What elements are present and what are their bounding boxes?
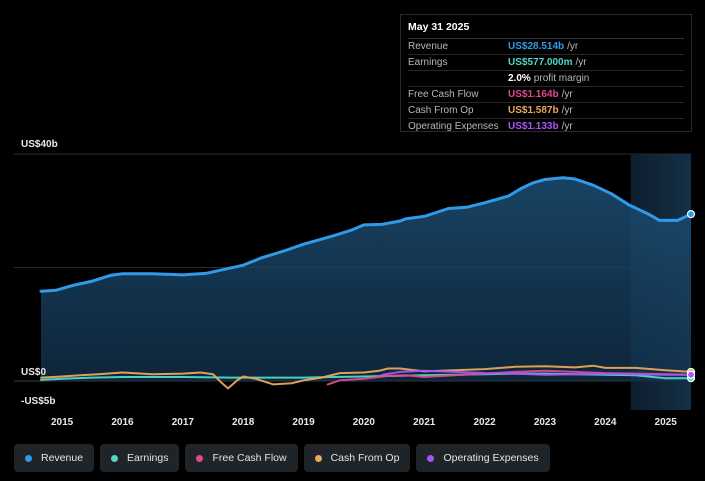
y-tick-label: US$0 — [21, 367, 46, 378]
legend-item-operating-expenses[interactable]: Operating Expenses — [416, 444, 550, 472]
x-tick-label: 2021 — [413, 417, 436, 428]
tooltip-row-unit: /yr — [567, 41, 579, 52]
legend-item-earnings[interactable]: Earnings — [100, 444, 180, 472]
y-axis-ticks: US$40b US$0 -US$5b — [21, 139, 58, 407]
tooltip-row-label: Revenue — [408, 41, 449, 52]
series-endpoint-revenue — [686, 210, 696, 219]
legend-swatch — [196, 454, 204, 462]
legend-label: Cash From Op — [330, 452, 400, 464]
x-tick-label: 2017 — [172, 417, 195, 428]
tooltip-row-value: US$1.164b — [508, 89, 559, 100]
tooltip-row-label: Operating Expenses — [408, 121, 499, 132]
y-tick-label: -US$5b — [21, 396, 55, 407]
legend-swatch — [314, 454, 322, 462]
tooltip-row-unit: profit margin — [533, 73, 590, 84]
tooltip-row: 2.0% profit margin — [408, 70, 684, 86]
tooltip-row-value: US$1.133b — [508, 121, 559, 132]
tooltip-row: Cash From Op US$1.587b/yr — [408, 102, 684, 118]
tooltip-row: Operating Expenses US$1.133b/yr — [408, 118, 684, 134]
tooltip-rows: Revenue US$28.514b/yr Earnings US$577.000m /… — [408, 38, 684, 134]
series-line-cash-from-op — [40, 364, 692, 390]
tooltip-row-label: Free Cash Flow — [408, 89, 479, 100]
series-area-revenue — [41, 177, 691, 381]
legend-item-cash-from-op[interactable]: Cash From Op — [303, 444, 411, 472]
x-axis-ticks: 2015 2016 2017 2018 2019 2020 2021 2022 2023 2024… — [51, 417, 677, 428]
tooltip-row-unit: /yr — [561, 89, 573, 100]
legend-swatch — [111, 454, 119, 462]
line-layer — [39, 176, 696, 390]
x-tick-label: 2022 — [473, 417, 496, 428]
legend-label: Free Cash Flow — [212, 452, 287, 464]
x-tick-label: 2015 — [51, 417, 74, 428]
legend-label: Operating Expenses — [443, 452, 539, 464]
tooltip-row-value: US$28.514b — [508, 41, 565, 52]
tooltip-row-value: 2.0% — [508, 73, 531, 84]
tooltip-row: Revenue US$28.514b/yr — [408, 38, 684, 54]
series-line-revenue — [39, 176, 693, 293]
legend-swatch — [25, 454, 32, 462]
legend-item-revenue[interactable]: Revenue — [14, 444, 95, 472]
tooltip-row-unit: /yr — [575, 57, 587, 68]
tooltip-row-label: Earnings — [408, 57, 448, 68]
legend-item-free-cash-flow[interactable]: Free Cash Flow — [185, 444, 298, 472]
x-tick-label: 2023 — [534, 417, 557, 428]
legend-swatch — [427, 454, 435, 462]
x-tick-label: 2018 — [232, 417, 255, 428]
hover-tooltip: May 31 2025 Revenue US$28.514b/yr Earnings… — [400, 14, 692, 132]
x-tick-label: 2016 — [111, 417, 134, 428]
legend-label: Earnings — [127, 452, 169, 464]
tooltip-row-value: US$1.587b — [508, 105, 559, 116]
chart-legend: Revenue Earnings Free Cash Flow Cash From O… — [14, 444, 550, 472]
x-tick-label: 2020 — [353, 417, 376, 428]
tooltip-row-label: Cash From Op — [408, 105, 474, 116]
series-endpoint-operating-expenses — [686, 370, 696, 379]
x-tick-label: 2024 — [594, 417, 617, 428]
tooltip-row: Earnings US$577.000m/yr — [408, 54, 684, 70]
tooltip-row: Free Cash Flow US$1.164b/yr — [408, 86, 684, 102]
tooltip-date: May 31 2025 — [408, 21, 470, 33]
legend-label: Revenue — [41, 452, 84, 464]
series-line-operating-expenses — [381, 369, 692, 376]
area-layer — [41, 154, 691, 410]
y-tick-label: US$40b — [21, 139, 58, 150]
x-tick-label: 2025 — [655, 417, 678, 428]
x-tick-label: 2019 — [292, 417, 315, 428]
tooltip-row-unit: /yr — [561, 121, 573, 132]
tooltip-row-unit: /yr — [561, 105, 573, 116]
tooltip-row-value: US$577.000m — [508, 57, 573, 68]
